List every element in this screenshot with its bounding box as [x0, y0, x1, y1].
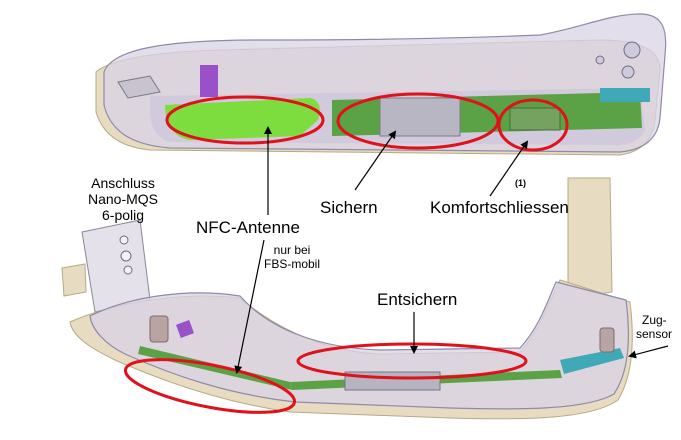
label-nur-bei: nur bei FBS-mobil — [264, 243, 320, 271]
upper-teal-part — [600, 88, 650, 102]
right-bracket — [567, 177, 613, 297]
label-anschluss-line-3: 6-polig — [102, 207, 145, 223]
upper-gray-block — [379, 97, 461, 137]
pointer-arrows — [234, 126, 669, 374]
highlight-entsichern — [296, 342, 528, 380]
label-zugsensor-line-2: sensor — [636, 327, 673, 341]
lower-handle-outline — [89, 281, 629, 410]
upper-gray-block-2 — [509, 107, 561, 131]
highlight-nfc-lower — [123, 358, 297, 414]
highlight-komfort — [497, 98, 569, 152]
label-zugsensor-line-1: Zug- — [642, 313, 667, 327]
label-sichern: Sichern — [320, 198, 378, 217]
label-anschluss: Anschluss Nano-MQS 6-polig — [88, 175, 158, 223]
label-nfc-antenne: NFC-Antenne — [196, 218, 300, 237]
lower-right-spring — [599, 327, 615, 353]
arrow-sichern — [354, 130, 397, 191]
highlight-nfc-upper — [165, 95, 325, 145]
connector-pins — [119, 235, 133, 275]
arrow-zugsensor — [628, 345, 669, 359]
label-nur-bei-line-1: nur bei — [273, 243, 311, 257]
label-anschluss-line-2: Nano-MQS — [88, 191, 159, 207]
lower-nfc-antenna — [138, 346, 292, 390]
lower-teal-sensor — [560, 348, 624, 374]
upper-left-mechanism — [117, 75, 161, 99]
arrow-nfc-lower — [234, 239, 265, 374]
connector-housing — [81, 219, 151, 313]
label-zugsensor: Zug- sensor — [636, 313, 672, 341]
lower-purple-part — [176, 320, 194, 338]
arrow-komfort — [489, 140, 529, 197]
upper-right-screws — [595, 41, 641, 79]
label-komfort-note: (1) — [515, 178, 526, 188]
highlight-ellipses — [123, 92, 569, 414]
label-entsichern: Entsichern — [377, 290, 458, 309]
lower-handle-assembly — [61, 177, 633, 420]
label-komfortschliessen: Komfortschliessen — [430, 198, 569, 217]
lower-spring — [149, 315, 169, 343]
upper-nfc-antenna — [165, 98, 320, 140]
label-anschluss-line-1: Anschluss — [91, 175, 155, 191]
connector-plug — [61, 263, 87, 297]
upper-handle-outline — [103, 13, 667, 153]
label-nur-bei-line-2: FBS-mobil — [264, 257, 321, 271]
upper-purple-part — [200, 65, 218, 97]
